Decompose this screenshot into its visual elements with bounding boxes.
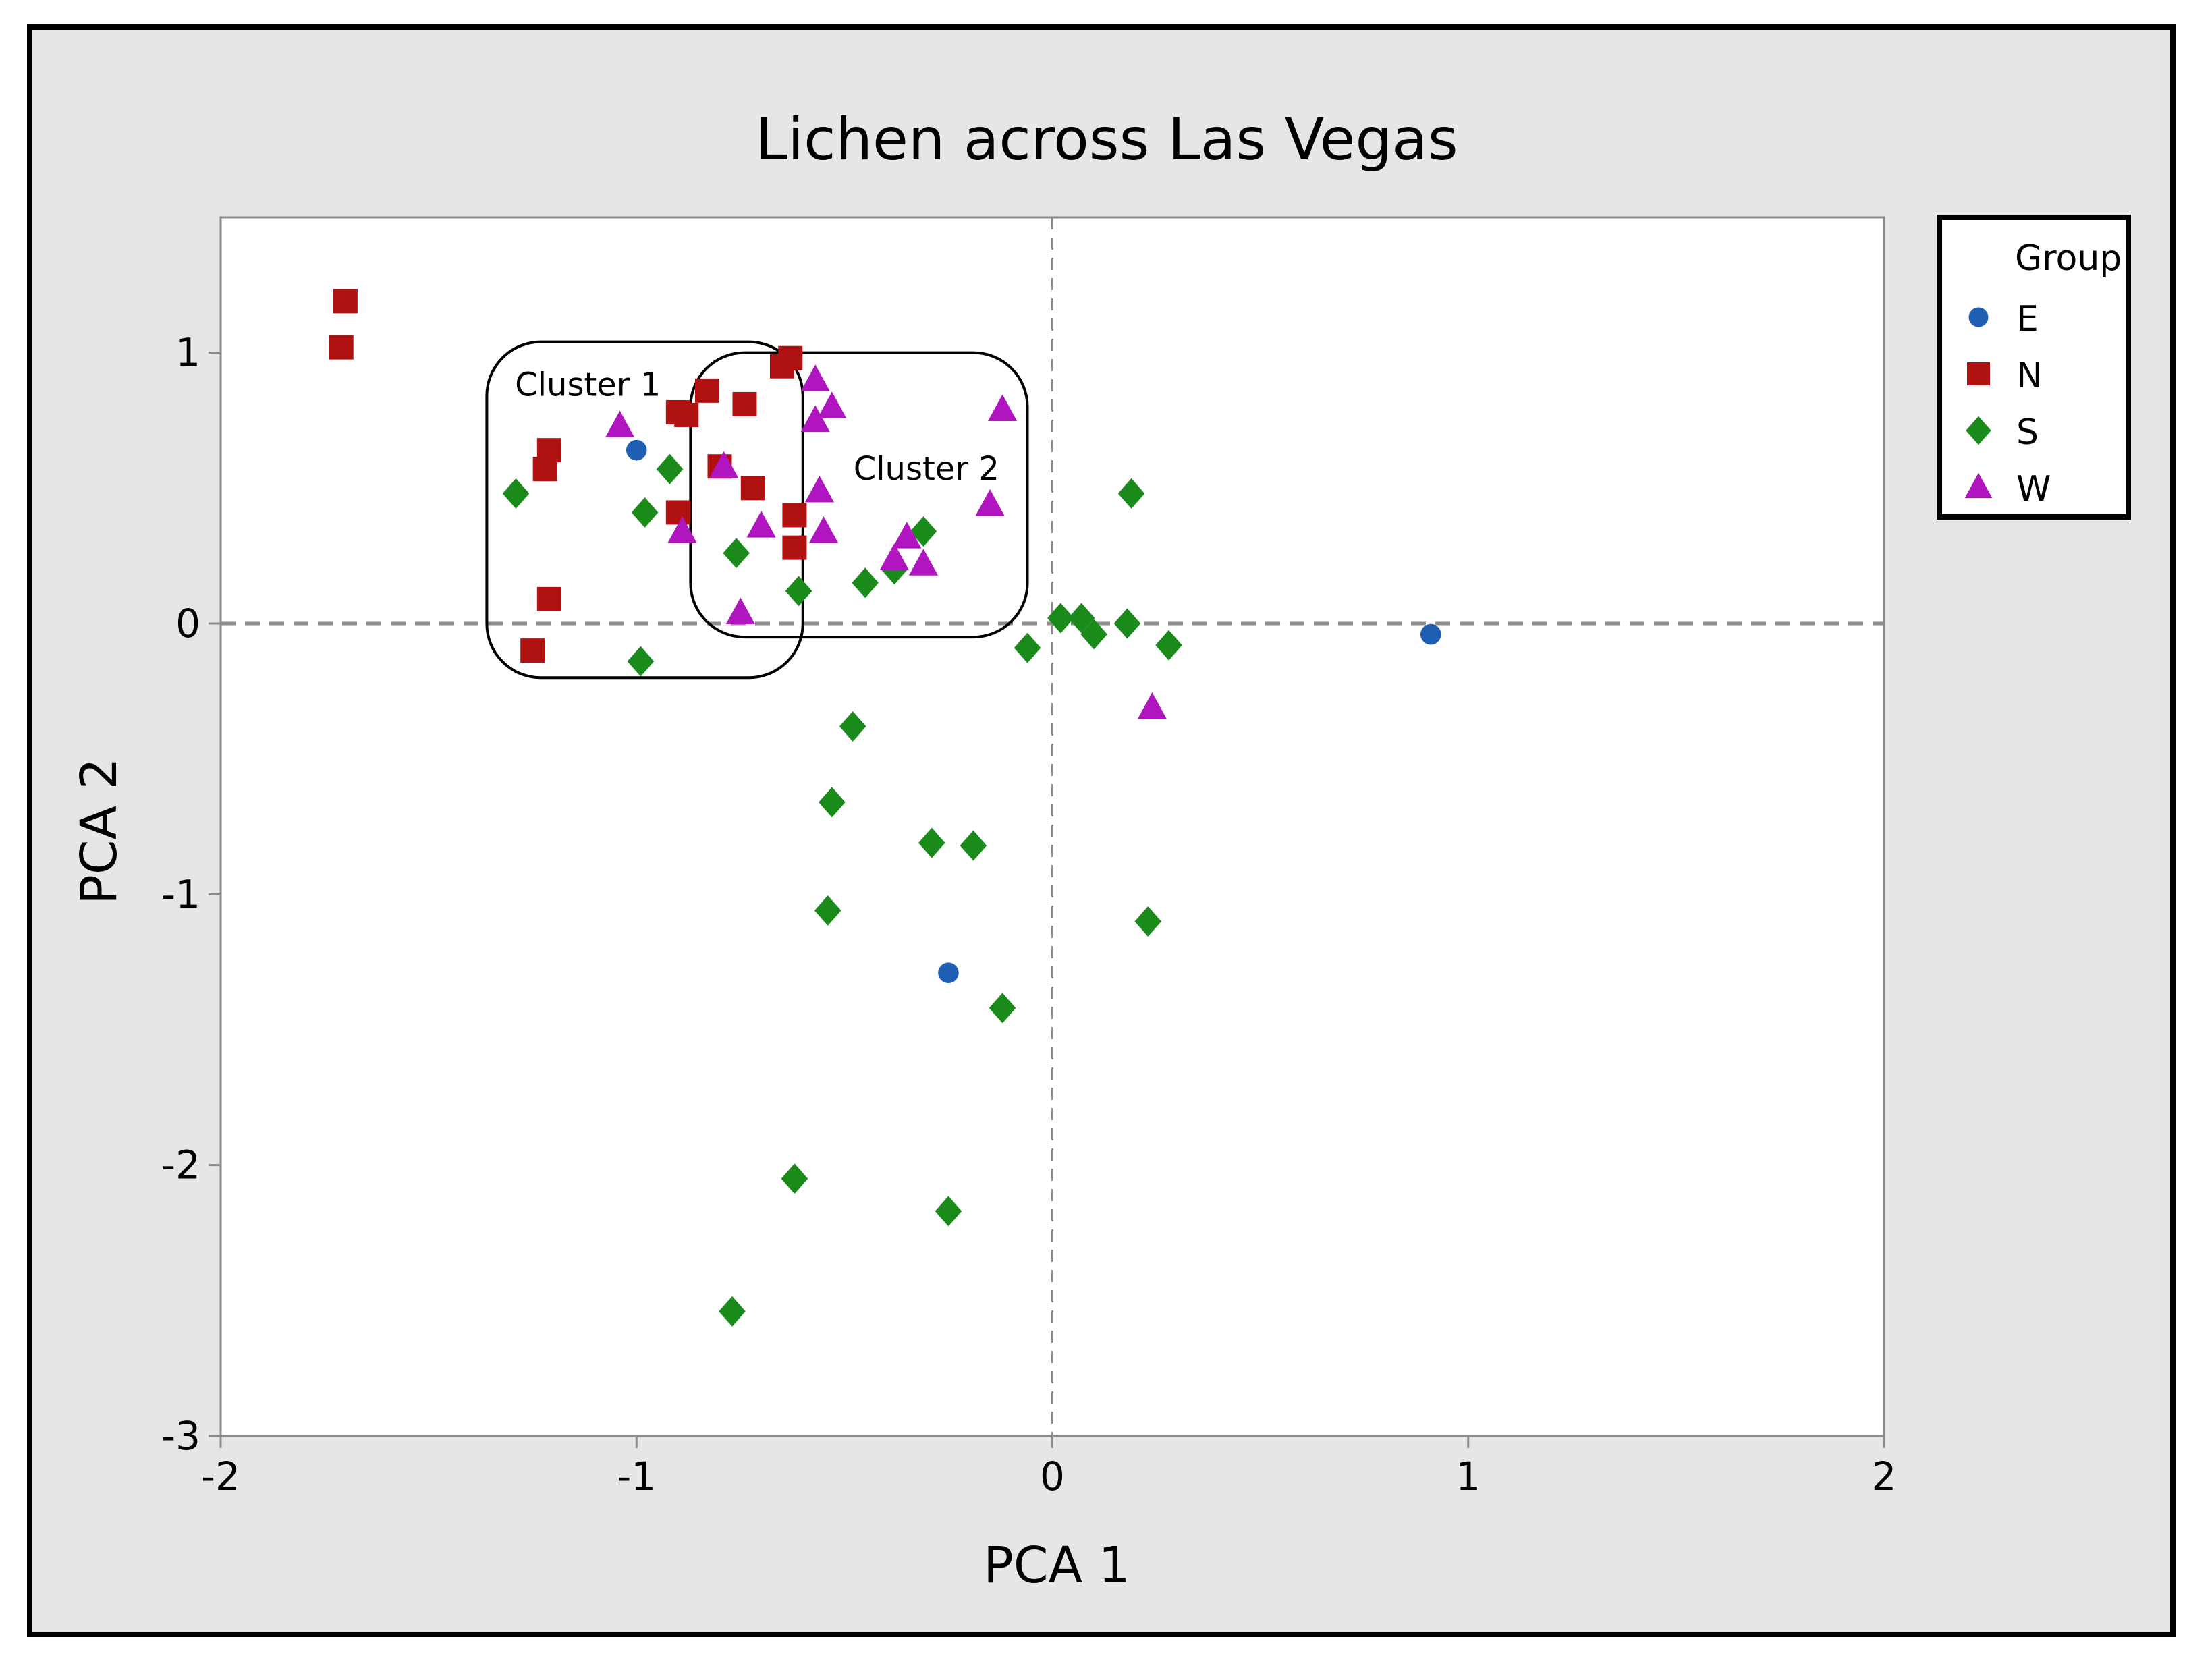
point-w <box>709 451 739 478</box>
point-s <box>960 830 987 861</box>
point-w <box>817 391 847 419</box>
legend-marker-w <box>1964 472 1993 499</box>
series-s <box>502 453 1182 1327</box>
cluster-label: Cluster 1 <box>515 366 661 404</box>
point-n <box>782 535 807 560</box>
point-n <box>532 457 557 482</box>
legend-label-s: S <box>2016 412 2039 453</box>
point-s <box>1014 632 1041 663</box>
point-w <box>808 516 839 543</box>
point-w <box>908 549 939 576</box>
point-n <box>333 289 358 314</box>
point-n <box>740 476 765 501</box>
point-n <box>769 354 794 379</box>
point-s <box>819 787 846 818</box>
point-w <box>804 475 834 503</box>
y-tick-label: 0 <box>175 601 200 646</box>
series-e <box>626 439 1441 984</box>
point-s <box>1068 603 1095 634</box>
point-s <box>814 895 841 926</box>
point-s <box>656 453 684 484</box>
point-w <box>975 489 1005 516</box>
point-s <box>719 1296 746 1327</box>
point-s <box>781 1163 808 1194</box>
legend-label-w: W <box>2016 469 2051 509</box>
point-s <box>1080 619 1107 650</box>
x-axis-ticks: -2 -1 0 1 2 <box>201 1436 1896 1499</box>
point-s <box>785 576 812 607</box>
legend-marker-n <box>1967 362 1990 385</box>
point-n <box>732 391 757 416</box>
point-e <box>1420 623 1441 645</box>
point-w <box>746 511 776 538</box>
cluster-annotations: Cluster 1 Cluster 2 <box>485 340 1029 680</box>
point-s <box>1155 630 1182 661</box>
point-s <box>631 497 659 528</box>
series-w <box>605 364 1167 719</box>
chart-title: Lichen across Las Vegas <box>755 106 1458 173</box>
point-s <box>1113 608 1141 639</box>
point-n <box>695 378 720 403</box>
point-n <box>782 503 807 528</box>
x-tick-label: 0 <box>1040 1453 1065 1499</box>
point-s <box>502 478 530 509</box>
point-s <box>852 567 879 599</box>
y-tick-label: 1 <box>175 330 200 376</box>
legend-title: Group <box>2015 238 2122 279</box>
x-tick-label: 1 <box>1456 1453 1481 1499</box>
y-tick-label: -3 <box>161 1413 200 1459</box>
point-w <box>1137 692 1167 719</box>
data-points <box>329 289 1441 1327</box>
y-tick-label: -2 <box>161 1142 200 1188</box>
point-w <box>879 543 909 570</box>
point-s <box>1117 478 1145 509</box>
point-s <box>935 1196 962 1227</box>
point-n <box>536 586 561 611</box>
x-tick-label: -1 <box>617 1453 656 1499</box>
point-w <box>987 394 1018 422</box>
point-s <box>839 711 866 742</box>
cluster-box <box>689 351 1029 639</box>
point-s <box>989 993 1016 1024</box>
x-axis-label: PCA 1 <box>983 1536 1130 1594</box>
legend-marker-e <box>1968 307 1989 327</box>
legend-label-n: N <box>2016 356 2043 396</box>
point-w <box>892 522 922 549</box>
point-s <box>910 516 937 547</box>
point-e <box>938 962 959 984</box>
x-tick-label: 2 <box>1872 1453 1897 1499</box>
point-n <box>520 638 545 663</box>
cluster-label: Cluster 2 <box>854 450 999 488</box>
legend-marker-s <box>1966 416 1991 445</box>
point-n <box>674 402 699 427</box>
point-w <box>605 410 635 438</box>
point-s <box>723 538 750 569</box>
point-s <box>1134 906 1162 937</box>
point-e <box>626 439 647 461</box>
point-s <box>1047 603 1074 634</box>
x-tick-label: -2 <box>201 1453 240 1499</box>
point-w <box>725 597 755 625</box>
point-w <box>667 516 697 543</box>
y-axis-label: PCA 2 <box>70 758 128 905</box>
point-w <box>800 364 830 391</box>
legend-label-e: E <box>2016 299 2039 339</box>
point-w <box>800 405 830 433</box>
point-s <box>627 646 655 677</box>
series-n <box>329 289 807 663</box>
point-s <box>918 827 945 858</box>
y-axis-ticks: -3 -2 -1 0 1 <box>161 330 221 1459</box>
point-n <box>329 335 354 360</box>
y-tick-label: -1 <box>161 871 200 917</box>
point-n <box>665 500 690 525</box>
